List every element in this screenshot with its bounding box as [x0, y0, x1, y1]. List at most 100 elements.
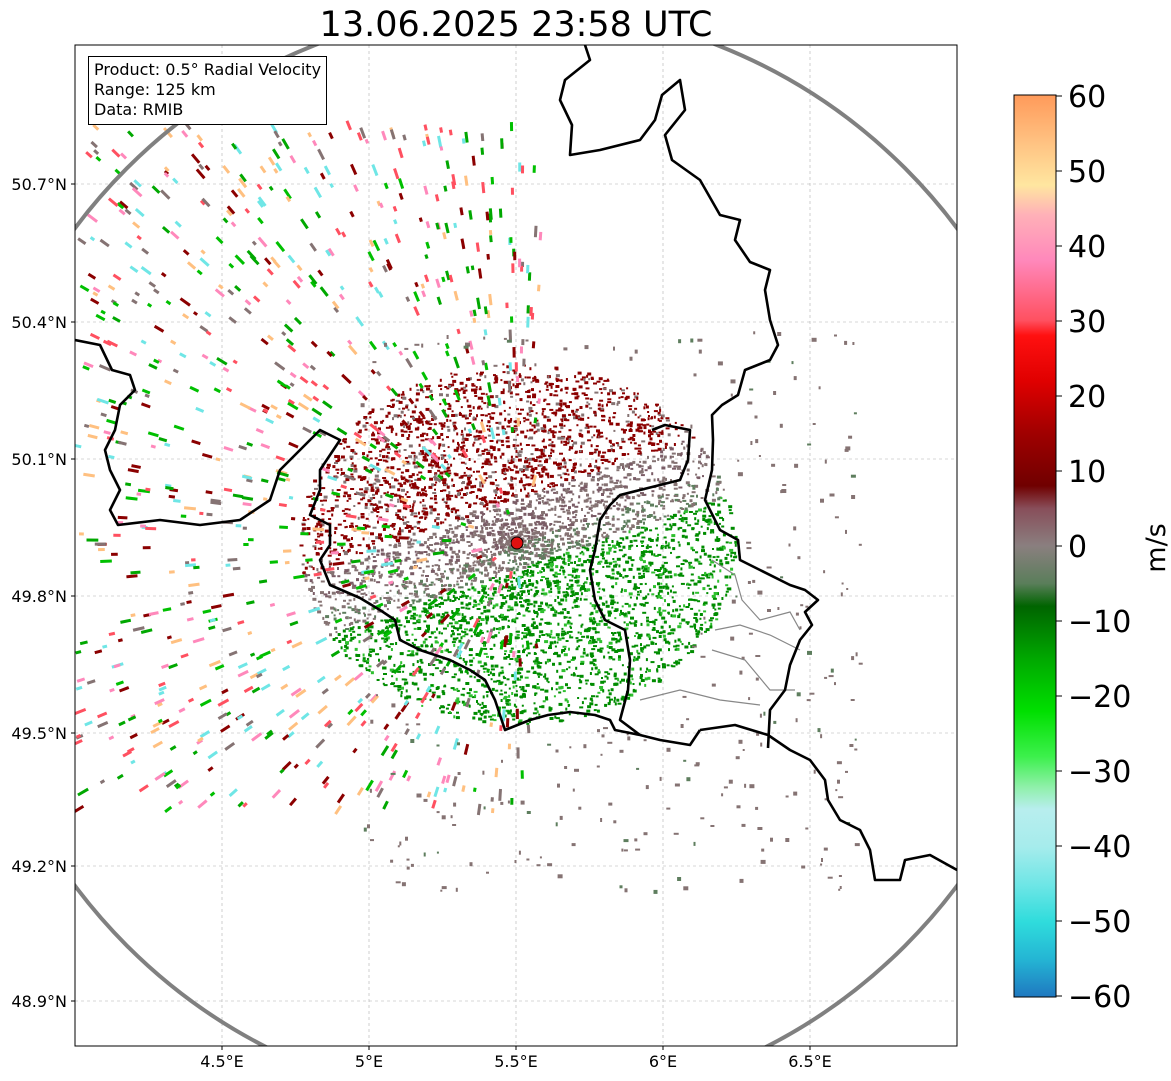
echo-pixel	[438, 631, 441, 635]
echo-pixel	[553, 411, 558, 415]
echo-pixel	[717, 547, 722, 551]
echo-pixel	[584, 588, 586, 590]
echo-pixel	[725, 590, 729, 593]
echo-pixel	[439, 393, 443, 397]
echo-pixel	[478, 388, 482, 391]
echo-pixel	[468, 458, 471, 461]
echo-pixel	[576, 674, 580, 677]
echo-pixel	[378, 575, 382, 579]
echo-pixel	[350, 633, 353, 637]
echo-pixel	[387, 456, 390, 459]
echo-pixel	[402, 407, 405, 410]
echo-pixel	[317, 576, 321, 579]
echo-pixel	[681, 516, 684, 520]
echo-pixel	[434, 477, 436, 481]
echo-pixel	[541, 497, 545, 499]
echo-pixel	[334, 531, 337, 535]
echo-pixel	[403, 481, 407, 485]
echo-pixel	[612, 487, 616, 491]
echo-pixel	[594, 448, 599, 451]
echo-pixel	[598, 407, 601, 411]
echo-pixel	[412, 416, 415, 420]
echo-pixel	[450, 570, 454, 574]
echo-pixel	[486, 521, 489, 524]
echo-pixel	[531, 424, 536, 427]
echo-pixel	[388, 483, 391, 486]
echo-pixel	[355, 551, 358, 555]
echo-pixel	[582, 582, 585, 585]
echo-pixel	[440, 543, 443, 546]
echo-pixel	[505, 600, 508, 604]
echo-pixel	[406, 437, 410, 440]
echo-pixel	[519, 468, 524, 472]
echo-pixel	[593, 410, 597, 414]
echo-pixel	[474, 484, 477, 488]
echo-pixel	[357, 420, 361, 424]
echo-pixel	[492, 672, 495, 675]
echo-pixel	[528, 631, 532, 634]
echo-pixel	[561, 669, 566, 673]
echo-pixel	[452, 379, 457, 383]
echo-pixel	[476, 632, 479, 636]
echo-pixel	[449, 711, 451, 714]
echo-pixel	[395, 585, 399, 588]
echo-pixel	[456, 583, 460, 586]
echo-pixel	[555, 556, 560, 560]
echo-pixel	[424, 614, 427, 617]
echo-pixel	[424, 630, 428, 633]
echo-pixel	[341, 471, 345, 475]
echo-pixel	[719, 516, 723, 519]
echo-pixel	[616, 540, 619, 544]
echo-pixel	[481, 527, 484, 531]
echo-pixel	[333, 607, 336, 611]
echo-pixel	[561, 414, 566, 418]
echo-pixel	[493, 552, 497, 555]
echo-pixel	[565, 683, 568, 687]
echo-pixel	[543, 490, 546, 493]
echo-pixel	[475, 429, 478, 433]
echo-pixel	[598, 669, 600, 673]
echo-pixel	[334, 499, 339, 502]
echo-pixel	[470, 583, 473, 586]
echo-pixel	[369, 497, 373, 501]
echo-pixel	[569, 579, 574, 582]
echo-pixel	[671, 455, 674, 458]
echo-pixel	[639, 447, 642, 450]
echo-pixel	[378, 571, 381, 575]
echo-pixel	[525, 598, 530, 602]
echo-pixel	[495, 689, 499, 692]
echo-pixel	[410, 654, 415, 657]
echo-pixel	[579, 588, 582, 592]
echo-pixel	[498, 567, 501, 570]
echo-pixel	[430, 645, 434, 648]
echo-pixel	[345, 646, 349, 650]
echo-pixel	[444, 584, 448, 587]
echo-pixel	[583, 469, 587, 473]
echo-pixel	[396, 414, 401, 417]
echo-pixel	[447, 703, 451, 706]
echo-pixel	[426, 624, 430, 628]
echo-pixel	[545, 577, 549, 580]
echo-pixel	[345, 616, 348, 619]
echo-pixel	[499, 513, 502, 517]
echo-pixel	[525, 557, 530, 560]
echo-pixel	[715, 482, 720, 486]
echo-pixel	[509, 650, 513, 653]
echo-pixel	[681, 508, 685, 510]
echo-pixel	[437, 578, 442, 581]
echo-pixel	[431, 564, 434, 567]
echo-pixel	[509, 567, 514, 570]
echo-pixel	[388, 656, 392, 660]
echo-pixel	[375, 507, 380, 510]
echo-pixel	[658, 585, 663, 589]
echo-pixel	[658, 612, 662, 616]
echo-pixel	[447, 463, 450, 466]
echo-pixel	[364, 629, 367, 633]
echo-pixel	[492, 635, 495, 639]
echo-pixel	[412, 560, 417, 564]
echo-pixel	[510, 647, 514, 650]
echo-pixel	[337, 458, 341, 462]
echo-pixel	[518, 597, 523, 600]
echo-pixel	[473, 576, 476, 580]
echo-pixel	[483, 496, 487, 499]
